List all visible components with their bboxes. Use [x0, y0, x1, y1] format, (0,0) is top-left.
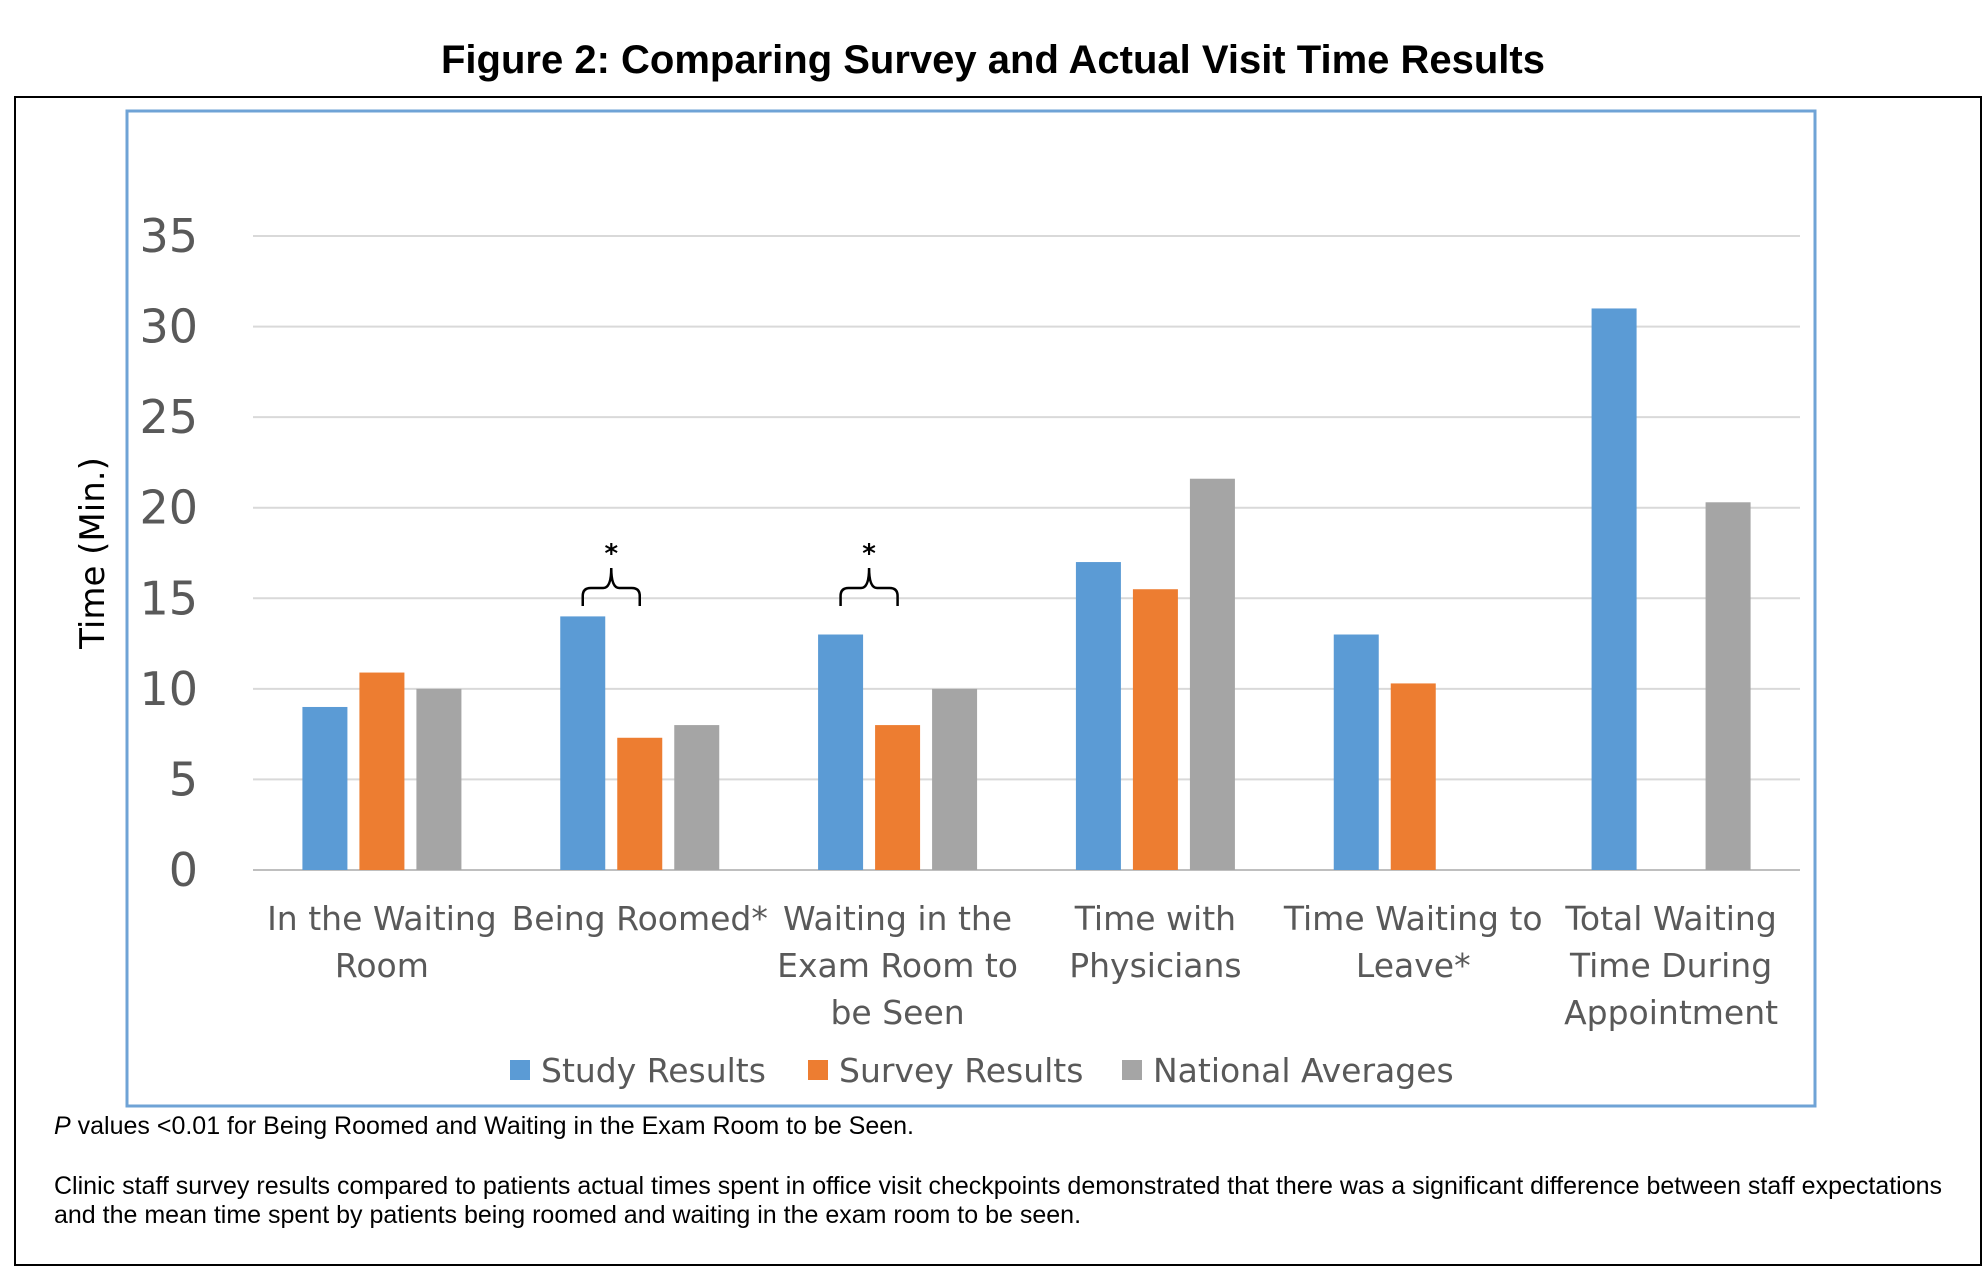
- bar-national-averages: [1189, 478, 1235, 870]
- legend-label: National Averages: [1153, 1051, 1454, 1090]
- significance-marker: *: [604, 539, 618, 569]
- bar-study-results: [1333, 634, 1379, 870]
- bar-national-averages: [674, 725, 720, 870]
- bar-national-averages: [1705, 502, 1751, 870]
- p-value-prefix: P: [54, 1112, 71, 1140]
- bar-survey-results: [359, 672, 405, 870]
- significance-bracket: [839, 567, 899, 606]
- y-tick-label: 15: [139, 571, 198, 625]
- y-tick-label: 10: [139, 662, 198, 716]
- legend-swatch: [510, 1060, 530, 1080]
- x-tick-label: Waiting in the Exam Room to be Seen: [777, 899, 1018, 1032]
- p-value-text: values <0.01 for Being Roomed and Waitin…: [70, 1112, 914, 1140]
- bar-study-results: [1591, 308, 1637, 870]
- chart-area-border: [125, 109, 1817, 1108]
- x-tick-label: Time Waiting to Leave*: [1283, 899, 1543, 985]
- x-tick-label: In the Waiting Room: [267, 899, 497, 985]
- bar-study-results: [560, 616, 606, 870]
- legend-swatch: [808, 1060, 828, 1080]
- y-axis-label: Time (Min.): [73, 457, 113, 650]
- y-tick-label: 25: [139, 390, 198, 444]
- x-tick-label: Time with Physicians: [1069, 899, 1241, 985]
- bar-survey-results: [1132, 589, 1178, 870]
- bar-study-results: [818, 634, 864, 870]
- bar-national-averages: [416, 688, 462, 870]
- y-tick-label: 35: [139, 209, 198, 263]
- y-tick-label: 20: [139, 481, 198, 535]
- significance-bracket: [581, 567, 641, 606]
- legend-swatch: [1122, 1060, 1142, 1080]
- bar-survey-results: [875, 725, 921, 870]
- x-tick-label: Being Roomed*: [512, 899, 768, 938]
- y-tick-label: 5: [169, 752, 198, 806]
- legend-label: Study Results: [541, 1051, 766, 1090]
- figure-caption: Clinic staff survey results compared to …: [54, 1172, 1943, 1229]
- legend-label: Survey Results: [839, 1051, 1083, 1090]
- y-tick-label: 0: [169, 843, 198, 897]
- bar-survey-results: [1390, 683, 1436, 870]
- figure-title: Figure 2: Comparing Survey and Actual Vi…: [441, 38, 1545, 82]
- bar-survey-results: [617, 737, 663, 870]
- bar-national-averages: [932, 688, 978, 870]
- significance-marker: *: [862, 539, 876, 569]
- bar-study-results: [302, 706, 348, 870]
- figure-frame: [14, 96, 1982, 1266]
- y-tick-label: 30: [139, 300, 198, 354]
- bar-study-results: [1075, 562, 1121, 870]
- x-tick-label: Total Waiting Time During Appointment: [1564, 899, 1778, 1032]
- p-value-note: P values <0.01 for Being Roomed and Wait…: [54, 1112, 914, 1141]
